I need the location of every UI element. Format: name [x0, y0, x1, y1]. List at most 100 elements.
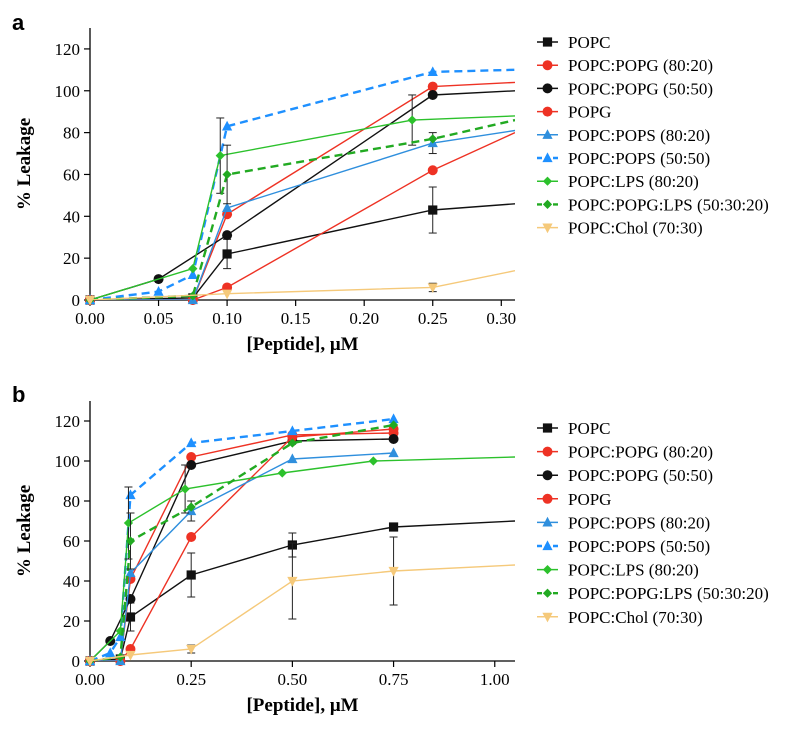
x-tick-label: 0.15 [281, 309, 311, 328]
legend-item: POPG [537, 490, 611, 509]
legend-marker [542, 223, 553, 234]
series-line [90, 131, 515, 300]
legend-item: POPC:POPS (50:50) [537, 537, 710, 556]
series-line [90, 270, 515, 300]
data-point [186, 460, 197, 470]
legend-label: POPC:POPS (80:20) [568, 126, 710, 145]
legend-marker [542, 493, 553, 504]
data-point [222, 249, 232, 259]
data-point [407, 115, 417, 125]
legend-label: POPC:LPS (80:20) [568, 172, 699, 191]
x-tick-label: 0.25 [176, 670, 206, 689]
legend-label: POPC:POPG (50:50) [568, 79, 713, 98]
legend-marker [542, 83, 553, 94]
data-point [388, 413, 399, 424]
data-point [187, 269, 198, 279]
data-point [388, 420, 399, 430]
legend-item: POPC:POPS (80:20) [537, 513, 710, 532]
legend-item: POPC:LPS (80:20) [537, 561, 699, 580]
series-line [90, 90, 515, 300]
legend-label: POPC:POPG:LPS (50:30:20) [568, 584, 769, 603]
y-tick-label: 100 [55, 452, 81, 471]
legend-label: POPC:POPS (50:50) [568, 537, 710, 556]
data-point [388, 522, 399, 532]
x-tick-label: 0.00 [75, 670, 105, 689]
series-popc-popg-80-20 [85, 81, 515, 305]
legend-marker [542, 106, 553, 117]
x-axis-label: [Peptide], μM [246, 695, 358, 716]
legend-item: POPC:Chol (70:30) [537, 608, 703, 627]
series-popc-lps-80-20 [85, 456, 515, 666]
data-point [428, 134, 438, 144]
legend-label: POPC:POPG (50:50) [568, 466, 713, 485]
series-popc-pops-80-20 [84, 129, 515, 305]
y-tick-label: 120 [55, 40, 81, 59]
legend-marker [542, 446, 553, 457]
y-tick-label: 20 [63, 612, 80, 631]
data-point [186, 532, 197, 542]
panel-label-a: a [12, 10, 25, 35]
legend-item: POPC:POPS (80:20) [537, 126, 710, 145]
x-tick-label: 0.05 [144, 309, 174, 328]
legend-label: POPC:Chol (70:30) [568, 219, 703, 238]
y-tick-label: 80 [63, 492, 80, 511]
legend-item: POPC:POPG (50:50) [537, 79, 713, 98]
legend-label: POPC [568, 419, 611, 438]
legend-marker [542, 423, 553, 433]
x-tick-label: 0.75 [379, 670, 409, 689]
series-popg [85, 131, 515, 305]
data-point [388, 566, 399, 577]
legend-label: POPC:POPS (50:50) [568, 149, 710, 168]
legend-item: POPC:POPG (80:20) [537, 443, 713, 462]
y-tick-label: 0 [72, 652, 81, 671]
series-line [90, 118, 515, 300]
legend-label: POPC:POPG (80:20) [568, 443, 713, 462]
legend-item: POPC [537, 33, 611, 52]
legend-item: POPC:POPG:LPS (50:30:20) [537, 195, 769, 214]
x-tick-label: 1.00 [480, 670, 510, 689]
series-line [90, 456, 515, 661]
panel-b: b 0 20 40 60 80 100 120 0.00 0.25 0.50 0.75 1.00 [Pe… [12, 382, 769, 716]
x-tick-label: 0.10 [212, 309, 242, 328]
legend-marker [542, 60, 553, 71]
legend-marker [542, 516, 553, 527]
data-point [186, 570, 196, 580]
legend-marker [542, 129, 553, 139]
x-axis-label: [Peptide], μM [246, 334, 358, 355]
data-point [427, 66, 438, 77]
data-point [180, 484, 190, 494]
data-point [84, 656, 96, 667]
series-line [90, 428, 394, 661]
data-point [125, 612, 136, 622]
data-point [427, 81, 438, 92]
data-point [277, 468, 287, 478]
legend-label: POPC:POPG (80:20) [568, 56, 713, 75]
series-line [90, 520, 515, 661]
y-tick-label: 120 [55, 412, 81, 431]
data-point [221, 120, 233, 131]
y-tick-label: 40 [63, 572, 80, 591]
data-point [368, 456, 378, 466]
data-point [287, 453, 298, 464]
data-point [388, 434, 399, 444]
y-tick-label: 60 [63, 165, 80, 184]
legend-item: POPC:POPG (80:20) [537, 56, 713, 75]
data-point [84, 295, 96, 306]
data-point [287, 576, 298, 587]
y-axis-label: % Leakage [14, 485, 35, 577]
legend-marker [542, 565, 553, 575]
data-point [153, 286, 164, 296]
series-line [90, 452, 394, 661]
legend-item: POPC:POPG (50:50) [537, 466, 713, 485]
series-line [90, 564, 515, 661]
legend-label: POPG [568, 490, 611, 509]
legend-label: POPG [568, 103, 611, 122]
legend-marker [542, 540, 553, 551]
legend-marker [542, 176, 553, 186]
data-point [287, 438, 297, 448]
series-line [90, 129, 515, 300]
data-point [125, 536, 136, 546]
series-popg [85, 424, 399, 666]
x-tick-label: 0.00 [75, 309, 105, 328]
data-point [125, 650, 136, 661]
